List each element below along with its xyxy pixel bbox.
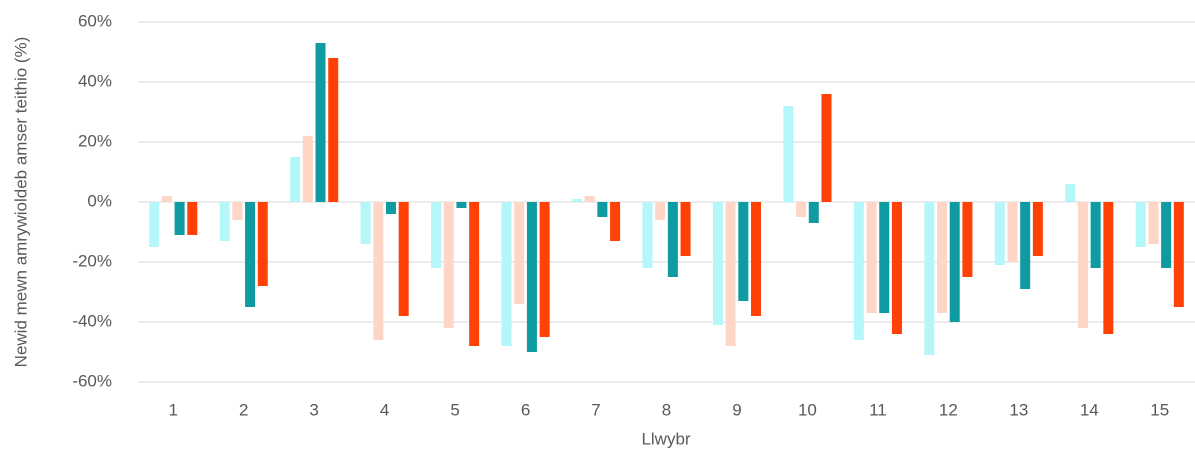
bar (680, 202, 691, 256)
bar (738, 202, 749, 301)
bar (385, 202, 396, 214)
bar (187, 202, 198, 235)
x-tick-label: 5 (450, 400, 459, 419)
bar (879, 202, 890, 313)
bar (232, 202, 243, 220)
x-tick-label: 10 (798, 400, 817, 419)
x-tick-label: 11 (869, 400, 887, 419)
bar (290, 157, 301, 202)
x-tick-label: 8 (662, 400, 671, 419)
x-tick-label: 15 (1150, 400, 1169, 419)
bar (610, 202, 621, 241)
x-tick-label: 9 (732, 400, 741, 419)
bar (866, 202, 877, 313)
bar (219, 202, 230, 241)
bar (924, 202, 935, 355)
bar (642, 202, 653, 268)
bar (808, 202, 819, 223)
y-tick-label: -20% (72, 251, 112, 270)
bar (360, 202, 371, 244)
bar (1173, 202, 1184, 307)
bar (853, 202, 864, 340)
bar (821, 94, 832, 202)
bar (962, 202, 973, 277)
x-axis-label: Llwybr (641, 429, 690, 448)
x-tick-label: 7 (591, 400, 600, 419)
bar (891, 202, 902, 334)
bar (373, 202, 384, 340)
bar (655, 202, 666, 220)
x-tick-label: 3 (309, 400, 318, 419)
bar (1077, 202, 1088, 328)
bar (456, 202, 467, 208)
bar (712, 202, 723, 325)
y-tick-label: -60% (72, 371, 112, 390)
bar (796, 202, 807, 217)
bar (315, 43, 326, 202)
y-axis-label: Newid mewn amrywioldeb amser teithio (%) (11, 37, 30, 368)
bar (584, 196, 595, 202)
bar (398, 202, 409, 316)
bar (751, 202, 762, 316)
bar (1135, 202, 1146, 247)
bar (174, 202, 185, 235)
bar (1032, 202, 1043, 256)
bar (149, 202, 160, 247)
bar (161, 196, 172, 202)
bar (994, 202, 1005, 265)
bar (571, 199, 582, 202)
bar (257, 202, 268, 286)
x-tick-label: 13 (1009, 400, 1028, 419)
bar (539, 202, 550, 337)
bar (1065, 184, 1076, 202)
bar (667, 202, 678, 277)
bar (949, 202, 960, 322)
bar (501, 202, 512, 346)
bar (1020, 202, 1031, 289)
bar (1161, 202, 1172, 268)
bar (1148, 202, 1159, 244)
bar (1103, 202, 1114, 334)
y-tick-label: -40% (72, 311, 112, 330)
bar (937, 202, 948, 313)
bar (1007, 202, 1018, 262)
bar (597, 202, 608, 217)
bar (469, 202, 480, 346)
y-tick-label: 40% (78, 71, 112, 90)
x-tick-label: 1 (168, 400, 177, 419)
bar (302, 136, 313, 202)
bar (328, 58, 339, 202)
y-tick-label: 0% (87, 191, 112, 210)
bar (443, 202, 454, 328)
y-tick-label: 60% (78, 11, 112, 30)
x-tick-label: 14 (1080, 400, 1099, 419)
y-tick-label: 20% (78, 131, 112, 150)
x-tick-label: 2 (239, 400, 248, 419)
bar (725, 202, 736, 346)
bar (431, 202, 442, 268)
bar (1090, 202, 1101, 268)
bar (526, 202, 537, 352)
bar (245, 202, 256, 307)
bar (514, 202, 525, 304)
x-tick-label: 6 (521, 400, 530, 419)
x-tick-label: 4 (380, 400, 389, 419)
bar (783, 106, 794, 202)
x-tick-label: 12 (939, 400, 958, 419)
